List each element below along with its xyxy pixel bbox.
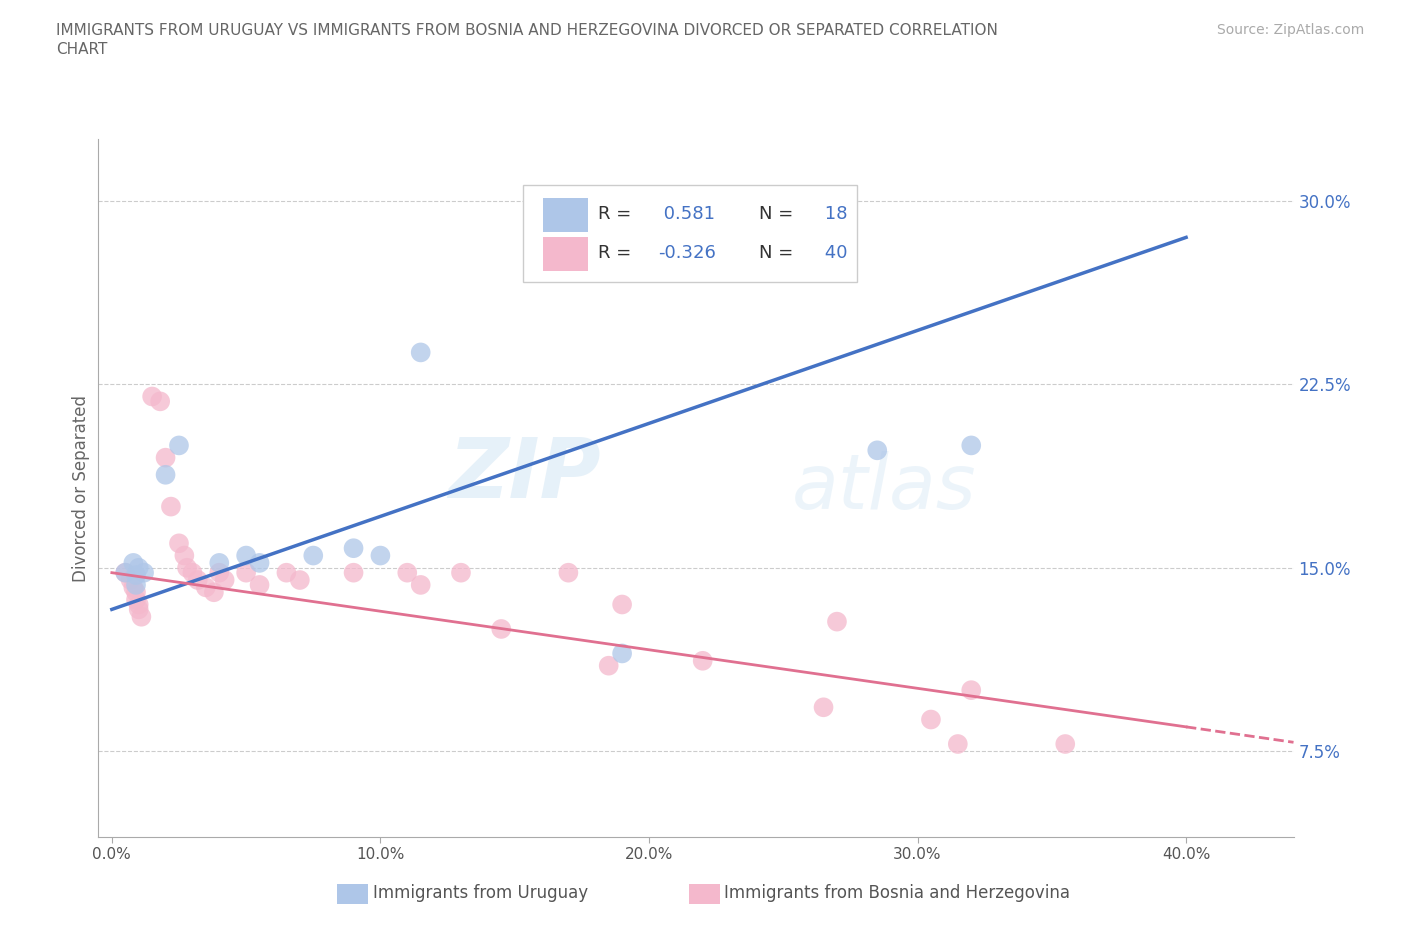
Point [235,565,257,580]
Point [557,565,579,580]
Point [167,536,190,551]
Point [396,565,419,580]
Point [302,548,325,563]
Point [370,548,392,563]
Point [125,567,148,582]
Point [181,565,204,580]
Text: 40: 40 [820,245,848,262]
Point [141,389,163,404]
Point [120,573,142,588]
Point [125,578,148,592]
Point [960,683,983,698]
Point [491,621,513,636]
Text: -0.326: -0.326 [658,245,716,262]
Point [450,565,472,580]
Text: N =: N = [759,245,793,262]
Point [288,573,311,588]
Text: Source: ZipAtlas.com: Source: ZipAtlas.com [1216,23,1364,37]
Point [692,654,714,669]
Point [122,555,145,570]
Point [598,658,620,673]
Point [409,578,432,592]
Text: ZIP: ZIP [447,433,600,515]
Point [173,548,195,563]
Point [1054,737,1077,751]
FancyBboxPatch shape [523,185,858,283]
Point [128,602,150,617]
Point [920,712,942,727]
Point [342,540,364,555]
Point [128,561,150,576]
Point [208,555,231,570]
Point [176,561,198,576]
Point [202,585,225,600]
Point [187,573,209,588]
Text: IMMIGRANTS FROM URUGUAY VS IMMIGRANTS FROM BOSNIA AND HERZEGOVINA DIVORCED OR SE: IMMIGRANTS FROM URUGUAY VS IMMIGRANTS FR… [56,23,998,38]
Point [249,578,271,592]
Text: 0.581: 0.581 [658,206,714,223]
Point [813,700,835,715]
Text: R =: R = [598,245,631,262]
Point [276,565,298,580]
Point [114,565,136,580]
Point [155,450,177,465]
Point [610,646,633,661]
Point [249,555,271,570]
Point [866,443,889,458]
Point [960,438,983,453]
Point [128,597,150,612]
Point [342,565,364,580]
Point [825,614,848,629]
Point [155,468,177,483]
Point [610,597,633,612]
Point [149,394,172,409]
Point [214,573,236,588]
Text: R =: R = [598,206,631,223]
Text: Immigrants from Uruguay: Immigrants from Uruguay [373,884,588,902]
Point [114,565,136,580]
Point [122,580,145,595]
Y-axis label: Divorced or Separated: Divorced or Separated [72,394,90,582]
Point [409,345,432,360]
Point [131,609,153,624]
Text: Immigrants from Bosnia and Herzegovina: Immigrants from Bosnia and Herzegovina [724,884,1070,902]
Point [160,499,183,514]
Point [125,585,148,600]
Point [946,737,969,751]
Point [235,548,257,563]
Text: N =: N = [759,206,793,223]
FancyBboxPatch shape [543,198,588,232]
Point [125,592,148,607]
Point [194,580,217,595]
Text: CHART: CHART [56,42,108,57]
Text: 18: 18 [820,206,848,223]
FancyBboxPatch shape [543,237,588,271]
Point [167,438,190,453]
Point [208,565,231,580]
Point [132,565,155,580]
Text: atlas: atlas [792,451,976,525]
